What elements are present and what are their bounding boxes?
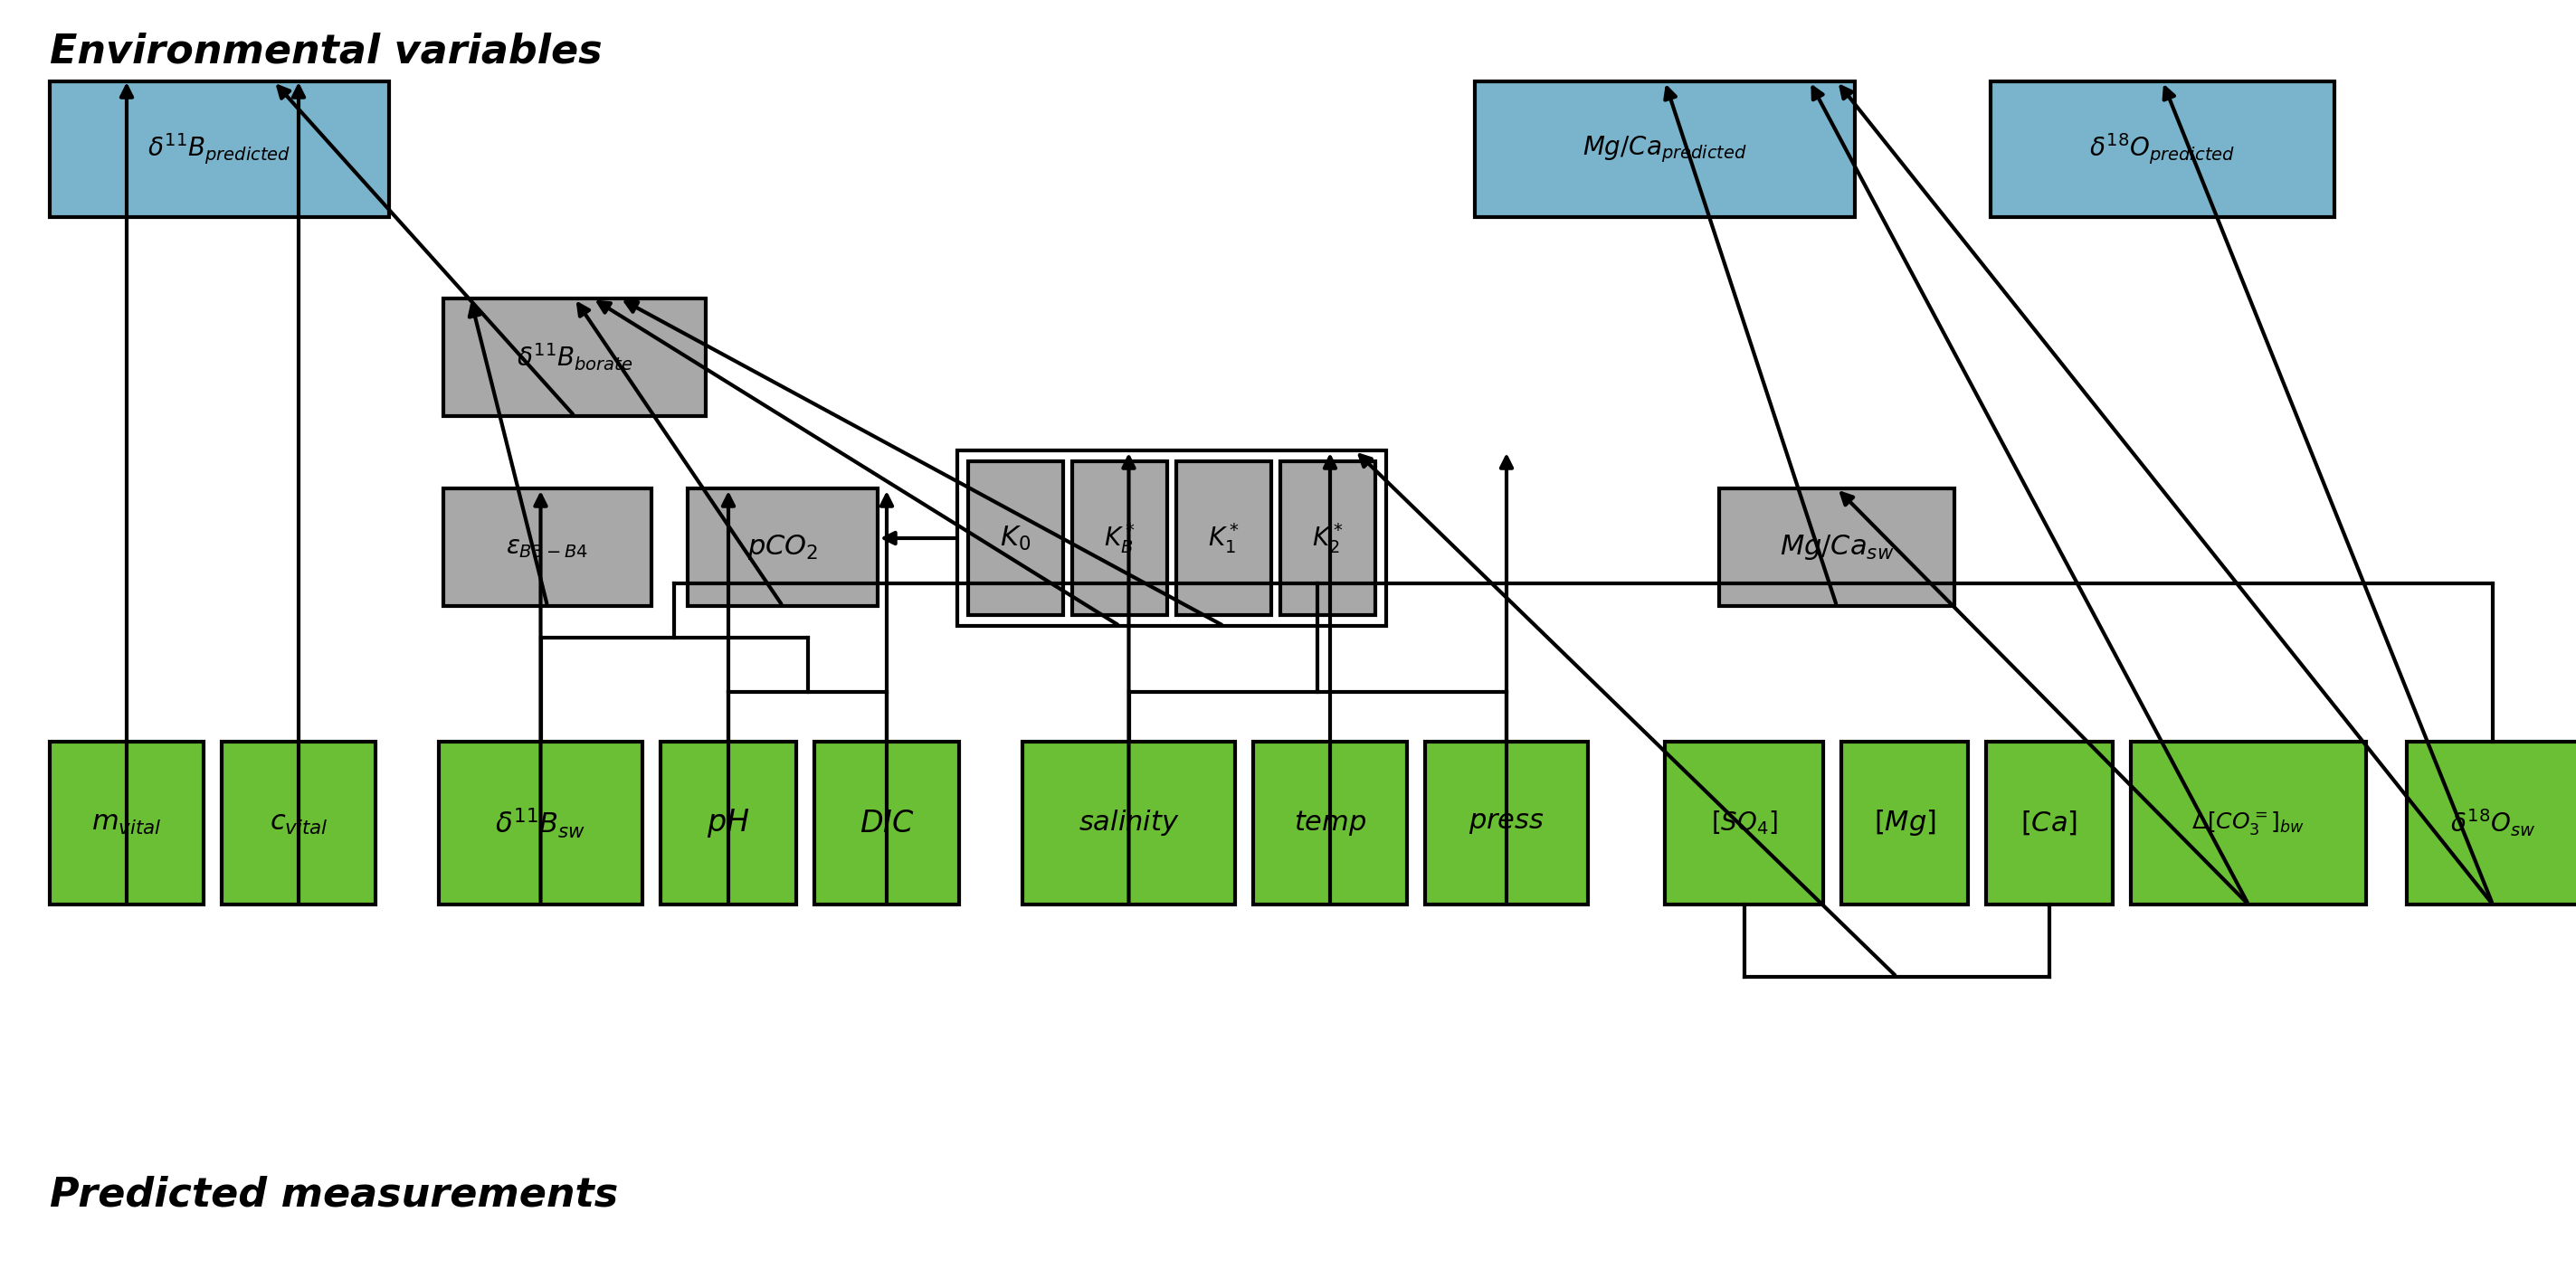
- Text: $\Delta[CO_3^{=}]_{bw}$: $\Delta[CO_3^{=}]_{bw}$: [2192, 810, 2306, 836]
- FancyBboxPatch shape: [1252, 741, 1406, 905]
- FancyBboxPatch shape: [438, 741, 641, 905]
- FancyBboxPatch shape: [1718, 489, 1955, 607]
- Text: $\delta^{11}B_{sw}$: $\delta^{11}B_{sw}$: [495, 806, 587, 840]
- Text: $Mg/Ca_{predicted}$: $Mg/Ca_{predicted}$: [1582, 135, 1747, 165]
- Text: $temp$: $temp$: [1293, 808, 1365, 838]
- Text: $[Ca]$: $[Ca]$: [2020, 810, 2079, 838]
- Text: $K_0$: $K_0$: [999, 524, 1030, 552]
- Text: $[Mg]$: $[Mg]$: [1873, 808, 1935, 838]
- Text: $\delta^{18}O_{sw}$: $\delta^{18}O_{sw}$: [2450, 807, 2535, 839]
- Text: $\delta^{11}B_{predicted}$: $\delta^{11}B_{predicted}$: [147, 132, 291, 166]
- FancyBboxPatch shape: [688, 489, 878, 607]
- Text: $Mg/Ca_{sw}$: $Mg/Ca_{sw}$: [1780, 533, 1893, 562]
- Text: $pH$: $pH$: [706, 807, 750, 839]
- FancyBboxPatch shape: [443, 298, 706, 416]
- FancyBboxPatch shape: [1991, 81, 2334, 217]
- FancyBboxPatch shape: [222, 741, 376, 905]
- Text: $\delta^{11}B_{borate}$: $\delta^{11}B_{borate}$: [515, 341, 634, 373]
- FancyBboxPatch shape: [1280, 462, 1376, 615]
- Text: $\delta^{18}O_{predicted}$: $\delta^{18}O_{predicted}$: [2089, 132, 2236, 166]
- FancyBboxPatch shape: [49, 741, 204, 905]
- FancyBboxPatch shape: [1177, 462, 1273, 615]
- FancyBboxPatch shape: [1986, 741, 2112, 905]
- Text: Predicted measurements: Predicted measurements: [49, 1176, 618, 1214]
- FancyBboxPatch shape: [443, 489, 652, 607]
- FancyBboxPatch shape: [1842, 741, 1968, 905]
- Text: $K^*_1$: $K^*_1$: [1208, 522, 1239, 556]
- FancyBboxPatch shape: [969, 462, 1064, 615]
- Text: $salinity$: $salinity$: [1079, 808, 1180, 838]
- FancyBboxPatch shape: [659, 741, 796, 905]
- FancyBboxPatch shape: [1023, 741, 1234, 905]
- FancyBboxPatch shape: [1425, 741, 1587, 905]
- FancyBboxPatch shape: [2406, 741, 2576, 905]
- Text: $K^*_B$: $K^*_B$: [1103, 522, 1136, 556]
- FancyBboxPatch shape: [814, 741, 958, 905]
- FancyBboxPatch shape: [1476, 81, 1855, 217]
- FancyBboxPatch shape: [49, 81, 389, 217]
- Text: $press$: $press$: [1468, 810, 1546, 836]
- FancyBboxPatch shape: [2130, 741, 2367, 905]
- FancyBboxPatch shape: [958, 450, 1386, 626]
- FancyBboxPatch shape: [1664, 741, 1824, 905]
- Text: Environmental variables: Environmental variables: [49, 32, 603, 71]
- Text: $pCO_2$: $pCO_2$: [747, 533, 819, 562]
- FancyBboxPatch shape: [1072, 462, 1167, 615]
- Text: $[SO_4]$: $[SO_4]$: [1710, 810, 1777, 838]
- Text: $c_{vital}$: $c_{vital}$: [270, 810, 327, 836]
- Text: $\epsilon_{B3-B4}$: $\epsilon_{B3-B4}$: [505, 534, 590, 560]
- Text: $m_{vital}$: $m_{vital}$: [93, 810, 162, 836]
- Text: $K^*_2$: $K^*_2$: [1311, 522, 1345, 556]
- Text: $DIC$: $DIC$: [860, 808, 914, 838]
